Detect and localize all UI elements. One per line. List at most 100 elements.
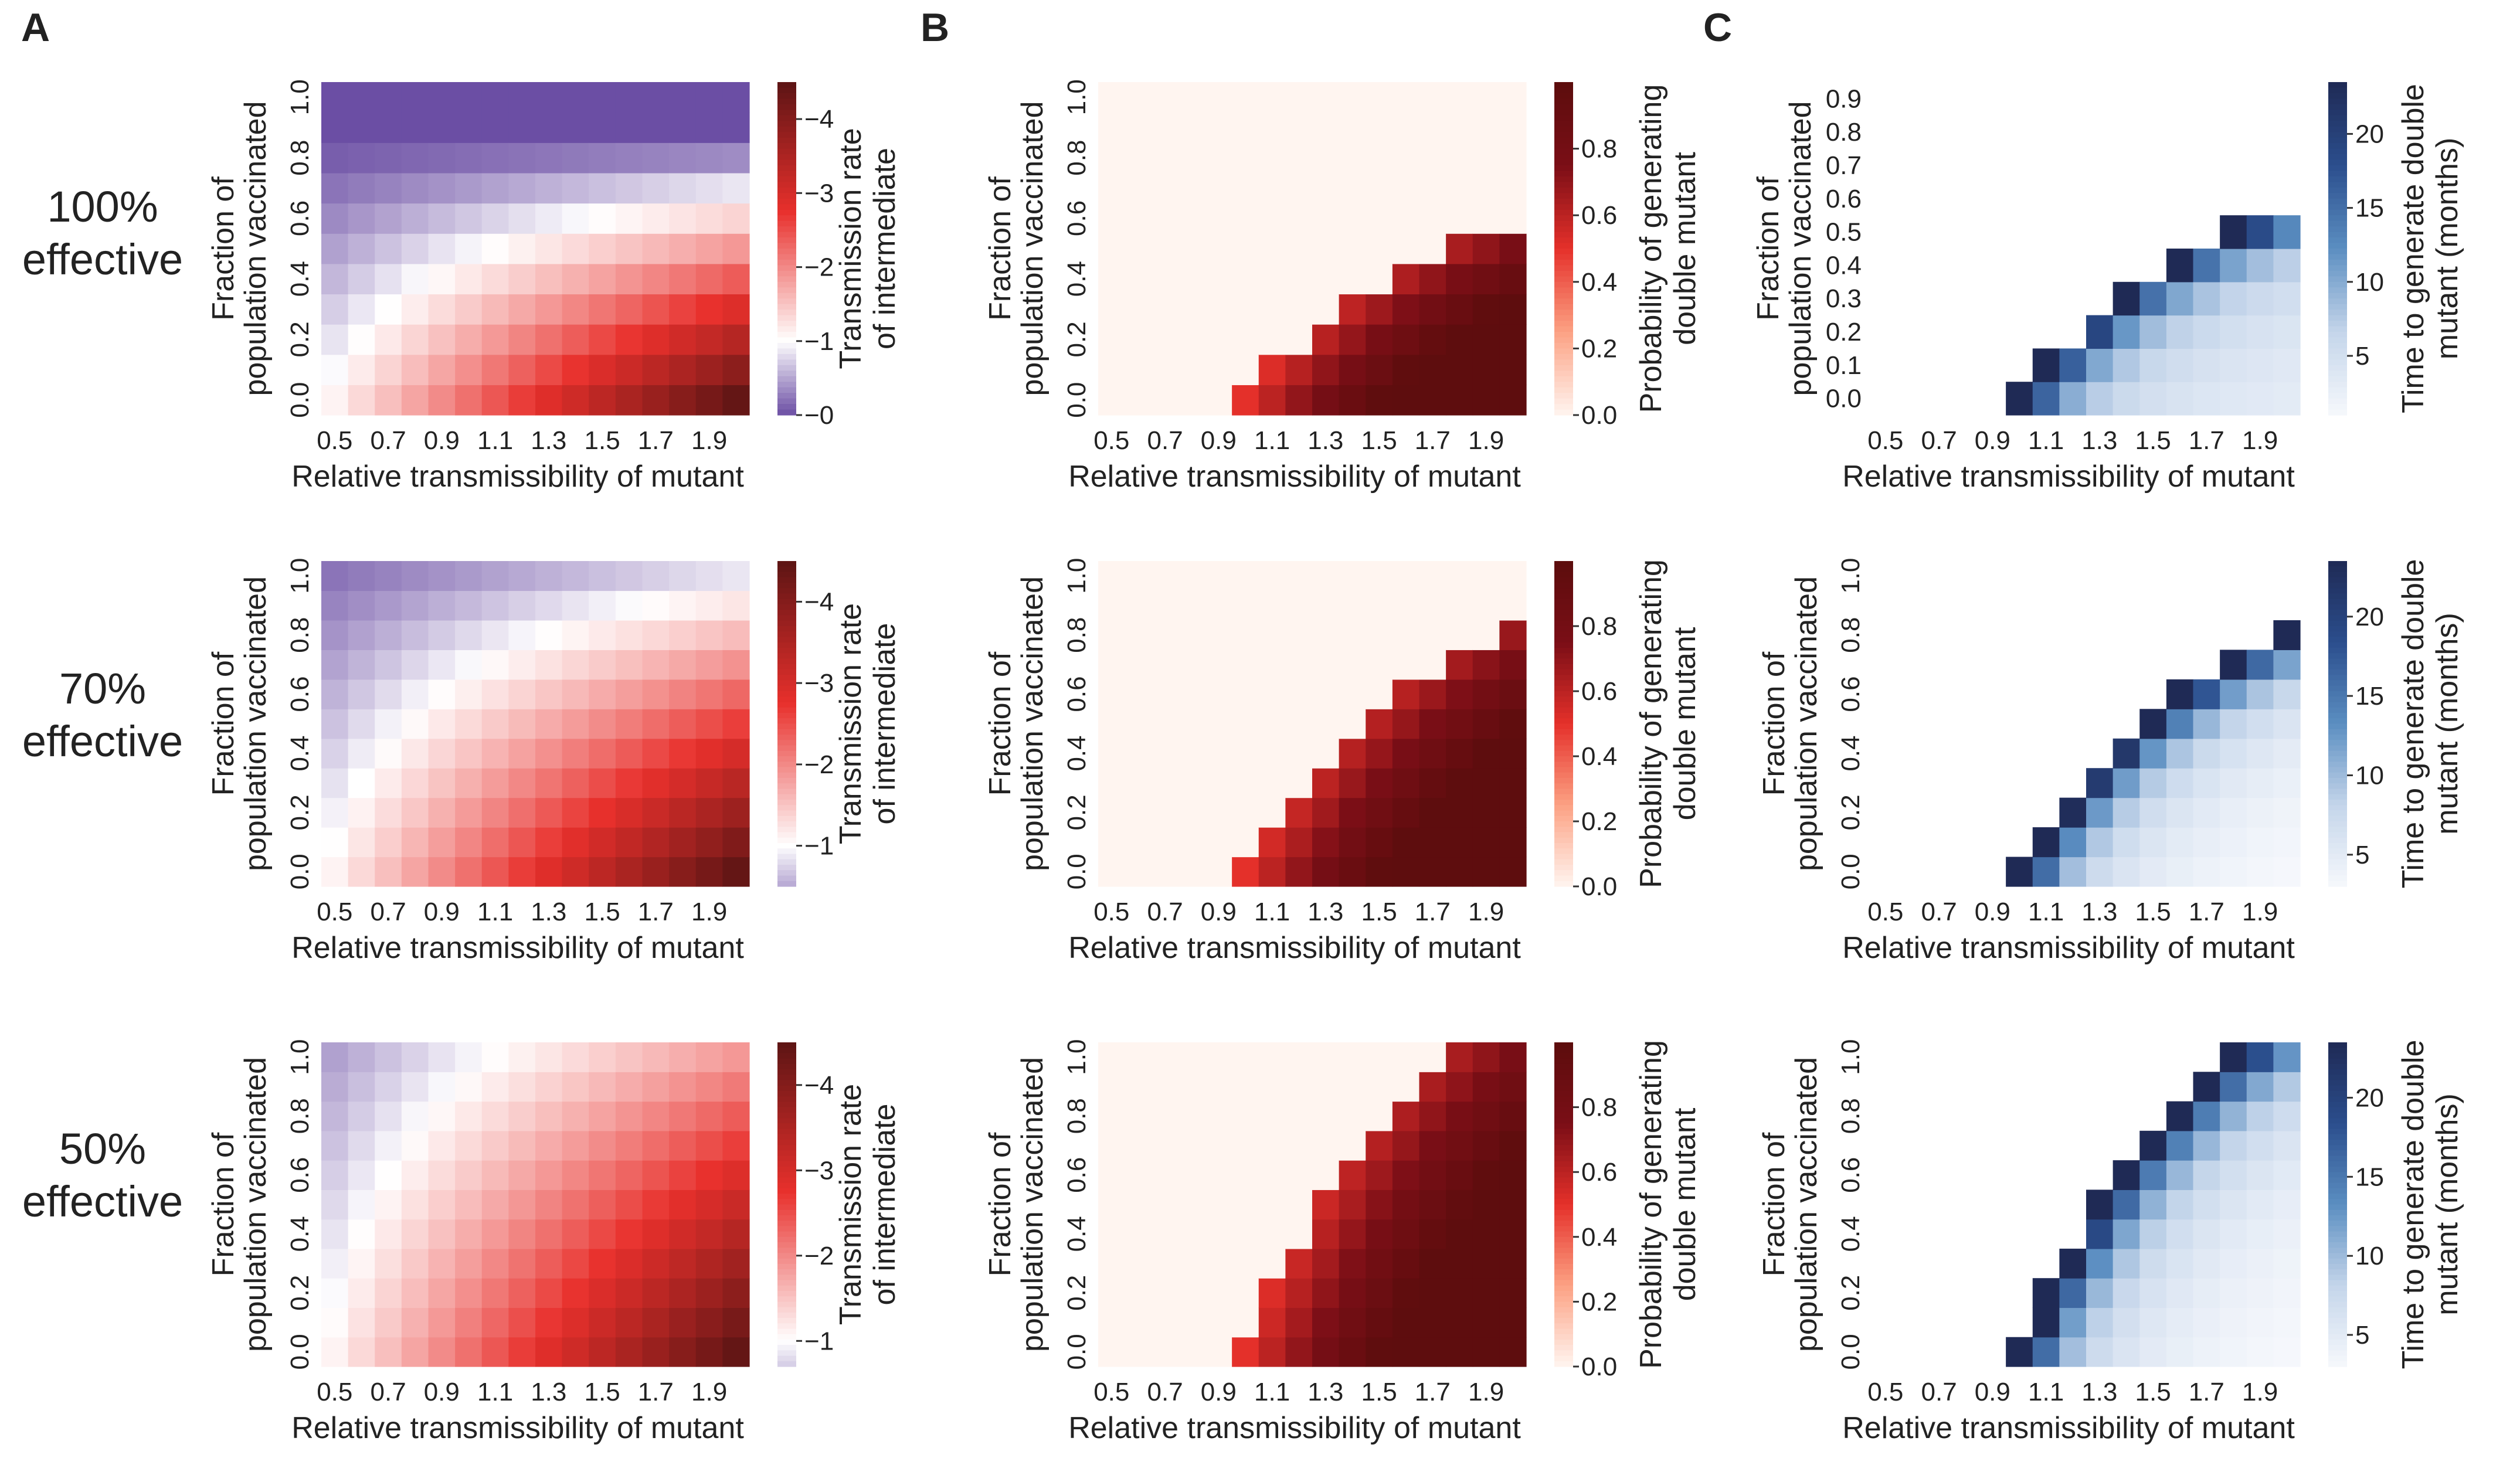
colorbar-segment <box>777 691 796 697</box>
heatmap-cell <box>481 1072 509 1102</box>
heatmap-cell <box>401 294 429 325</box>
heatmap-cell <box>1446 1072 1473 1102</box>
heatmap-cell <box>2113 315 2140 349</box>
colorbar-tick-label: −4 <box>804 105 834 134</box>
heatmap-cell <box>1419 857 1446 887</box>
heatmap-cell <box>1366 1189 1393 1220</box>
colorbar-segment <box>2328 159 2347 166</box>
x-tick-label: 0.7 <box>1147 1378 1183 1406</box>
heatmap-cell <box>1125 112 1152 143</box>
heatmap-cell <box>535 709 563 739</box>
colorbar-segment <box>2328 843 2347 849</box>
colorbar-segment <box>777 154 796 161</box>
heatmap-cell <box>1205 709 1232 739</box>
x-tick-label: 0.9 <box>424 898 460 926</box>
colorbar-segment <box>2328 729 2347 735</box>
heatmap-cell <box>1446 1248 1473 1279</box>
heatmap-cell <box>1312 1130 1340 1161</box>
heatmap-cell <box>1446 1219 1473 1249</box>
heatmap-cell <box>1419 1307 1446 1338</box>
colorbar-segment <box>777 1226 796 1232</box>
colorbar-segment <box>777 735 796 740</box>
y-tick-label: 0.2 <box>286 794 314 830</box>
heatmap-cell <box>401 263 429 295</box>
heatmap-cell <box>1339 1101 1366 1131</box>
heatmap-cell <box>1098 709 1126 739</box>
heatmap-cell <box>2246 1219 2274 1249</box>
heatmap-cell <box>1205 1130 1232 1161</box>
heatmap-cell <box>428 709 456 739</box>
heatmap-cell <box>1285 1248 1313 1279</box>
colorbar-segment <box>2328 115 2347 121</box>
heatmap-cell <box>562 857 589 887</box>
heatmap-cell <box>1499 233 1527 264</box>
heatmap-cell <box>642 354 670 385</box>
x-tick-label: 0.9 <box>1975 1378 2010 1406</box>
heatmap-cell <box>1205 1101 1232 1131</box>
colorbar-tick-label: 0.0 <box>1581 401 1617 430</box>
heatmap-cell <box>1392 827 1420 858</box>
colorbar-segment <box>777 870 796 876</box>
colorbar-segment <box>777 1161 796 1167</box>
heatmap-cell <box>2220 709 2247 739</box>
heatmap-cell <box>1499 1219 1527 1249</box>
colorbar-segment <box>1554 1199 1573 1205</box>
heatmap-cell <box>1392 385 1420 416</box>
heatmap-cell <box>1419 709 1446 739</box>
colorbar-segment <box>1554 789 1573 795</box>
heatmap-cell <box>589 82 616 113</box>
heatmap-cell <box>2166 768 2194 798</box>
heatmap-cell <box>481 1160 509 1190</box>
heatmap-cell <box>2166 1278 2194 1309</box>
heatmap-cell <box>2220 249 2247 283</box>
x-tick-label: 1.3 <box>2081 426 2117 455</box>
heatmap-cell <box>1152 561 1179 592</box>
heatmap-cell <box>1499 354 1527 385</box>
colorbar-segment <box>2328 332 2347 338</box>
heatmap-cell <box>481 561 509 592</box>
x-tick-label: 1.1 <box>2028 1378 2064 1406</box>
heatmap-cell <box>1205 142 1232 174</box>
colorbar-tick-label: 5 <box>2355 1321 2369 1350</box>
heatmap-cell <box>722 590 750 621</box>
heatmap-cell <box>1472 294 1500 325</box>
y-tick-label: 0.0 <box>1062 1334 1091 1369</box>
heatmap-cell <box>1312 1219 1340 1249</box>
heatmap-cell <box>1285 590 1313 621</box>
heatmap-cell <box>481 1337 509 1367</box>
heatmap-cell <box>2220 1219 2247 1249</box>
y-tick-label: 0.8 <box>286 140 314 176</box>
heatmap-cell <box>2220 382 2247 416</box>
heatmap-cell <box>2139 709 2167 739</box>
x-tick-label: 0.5 <box>1867 898 1903 926</box>
heatmap-cell <box>375 1160 402 1190</box>
colorbar-segment <box>2328 1285 2347 1292</box>
heatmap-cell <box>1499 1101 1527 1131</box>
heatmap-cell <box>1285 561 1313 592</box>
heatmap-cell <box>1205 324 1232 355</box>
colorbar-label-line1: Probability of generating <box>1634 1040 1668 1369</box>
colorbar-segment <box>2328 648 2347 654</box>
x-axis-label: Relative transmissibility of mutant <box>1842 1411 2295 1445</box>
heatmap-cell <box>1205 294 1232 325</box>
heatmap-cell <box>1392 620 1420 650</box>
heatmap-cell <box>375 354 402 385</box>
heatmap-cell <box>428 1307 456 1338</box>
heatmap-cell <box>428 354 456 385</box>
heatmap-cell <box>2086 315 2114 349</box>
heatmap-cell <box>535 1219 563 1249</box>
colorbar-segment <box>2328 566 2347 573</box>
heatmap-cell <box>615 561 643 592</box>
heatmap-cell <box>669 1278 697 1309</box>
heatmap-cell <box>1446 1160 1473 1190</box>
x-tick-label: 1.9 <box>1468 898 1504 926</box>
heatmap-cell <box>1205 1072 1232 1102</box>
heatmap-cell <box>1285 857 1313 887</box>
heatmap-cell <box>348 768 375 798</box>
heatmap-cell <box>1205 1042 1232 1072</box>
heatmap-cell <box>2273 382 2301 416</box>
heatmap-cell <box>481 1307 509 1338</box>
y-tick-label: 0.2 <box>1062 794 1091 830</box>
heatmap-cell <box>1392 112 1420 143</box>
